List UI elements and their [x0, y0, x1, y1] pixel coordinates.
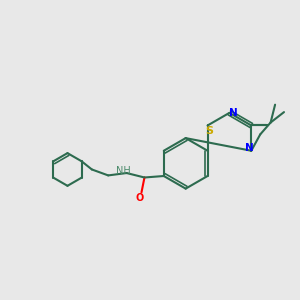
Text: O: O: [136, 193, 144, 203]
Text: N: N: [229, 108, 237, 118]
Text: S: S: [205, 126, 213, 136]
Text: NH: NH: [116, 166, 130, 176]
Text: N: N: [245, 143, 254, 153]
